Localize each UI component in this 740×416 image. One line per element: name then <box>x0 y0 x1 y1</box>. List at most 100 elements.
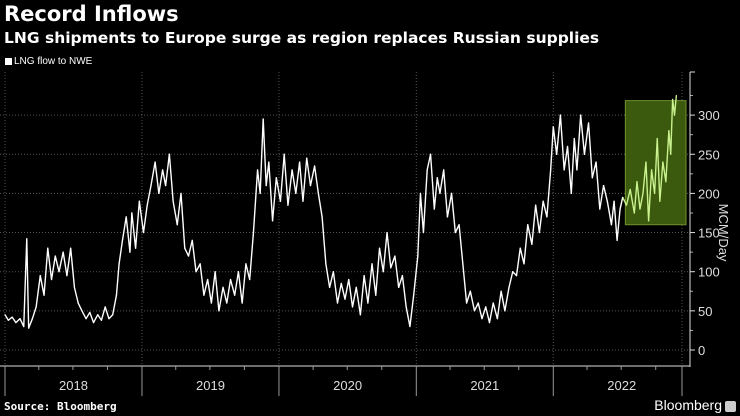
data-point <box>668 130 670 132</box>
data-point <box>298 161 301 163</box>
data-point <box>58 271 60 273</box>
data-point <box>125 216 127 218</box>
data-point <box>176 224 178 226</box>
data-point <box>121 239 124 241</box>
data-point <box>180 192 182 194</box>
data-point <box>625 204 628 206</box>
data-point <box>636 181 638 183</box>
data-point <box>47 247 49 249</box>
data-point <box>570 192 572 194</box>
data-point <box>359 314 361 316</box>
data-point <box>329 286 331 288</box>
data-point <box>218 310 220 312</box>
data-point <box>419 192 422 194</box>
data-point <box>168 153 170 155</box>
data-point <box>465 302 468 304</box>
data-point <box>162 169 164 171</box>
data-point <box>556 153 558 155</box>
legend-label: LNG flow to NWE <box>14 56 93 67</box>
data-point <box>386 231 388 234</box>
data-point <box>89 311 91 314</box>
data-point <box>262 118 264 120</box>
data-point <box>616 239 618 241</box>
data-point <box>488 321 491 324</box>
data-point <box>256 169 259 171</box>
data-point <box>321 216 323 218</box>
data-point <box>656 137 658 140</box>
data-point <box>375 294 377 296</box>
data-point <box>332 271 334 273</box>
y-tick-label: 200 <box>698 186 720 201</box>
data-point <box>405 306 407 308</box>
data-point <box>195 271 197 273</box>
data-point <box>496 318 498 320</box>
data-point <box>583 153 586 155</box>
data-point <box>134 247 137 249</box>
data-point <box>382 271 384 273</box>
data-point <box>613 200 615 202</box>
data-point <box>92 321 95 324</box>
data-point <box>271 220 274 222</box>
data-point <box>355 286 357 288</box>
data-point <box>317 192 319 194</box>
data-point <box>417 255 419 257</box>
y-tick-label: 250 <box>698 147 720 162</box>
y-tick-label: 0 <box>698 343 705 358</box>
data-point <box>454 231 456 234</box>
x-tick-label: 2022 <box>607 378 636 393</box>
data-point <box>563 169 565 171</box>
x-tick-label: 2020 <box>333 378 362 393</box>
chart-title: Record Inflows <box>4 2 179 26</box>
data-point <box>191 239 193 241</box>
data-point <box>283 153 285 155</box>
data-point <box>226 302 228 304</box>
data-point <box>654 192 656 194</box>
data-point <box>462 263 464 265</box>
data-point <box>129 251 131 253</box>
data-point <box>131 212 133 214</box>
data-point <box>675 94 677 97</box>
data-point <box>214 271 216 273</box>
data-point <box>573 137 575 140</box>
data-point <box>207 278 209 281</box>
data-point <box>519 247 521 249</box>
data-point <box>210 302 213 304</box>
data-point <box>203 294 205 296</box>
data-point <box>184 247 186 249</box>
data-point <box>363 275 365 277</box>
data-point <box>154 161 156 163</box>
data-point <box>481 318 483 320</box>
data-point <box>115 294 118 296</box>
data-point <box>523 263 525 265</box>
data-point <box>43 294 45 296</box>
data-point <box>473 310 476 312</box>
data-point <box>662 161 664 163</box>
data-point <box>23 325 25 328</box>
data-point <box>443 169 445 171</box>
data-point <box>622 196 624 198</box>
data-point <box>433 208 435 210</box>
data-point <box>229 278 232 281</box>
data-point <box>295 192 297 194</box>
data-point <box>11 316 13 318</box>
data-point <box>199 263 201 265</box>
data-point <box>112 314 114 316</box>
data-point <box>118 263 120 265</box>
data-point <box>426 169 428 171</box>
data-point <box>279 200 282 202</box>
data-point <box>371 263 373 265</box>
data-point <box>150 184 152 187</box>
data-point <box>306 157 308 159</box>
series-line-highlighted <box>622 95 678 222</box>
data-point <box>222 286 224 288</box>
data-point <box>580 114 582 116</box>
data-point <box>559 114 562 116</box>
source-note: Source: Bloomberg <box>4 400 117 413</box>
data-point <box>633 212 635 214</box>
data-point <box>515 275 518 277</box>
data-point <box>31 318 33 320</box>
data-point <box>639 208 641 210</box>
data-point <box>602 184 605 187</box>
data-point <box>566 145 569 148</box>
data-point <box>4 314 6 316</box>
